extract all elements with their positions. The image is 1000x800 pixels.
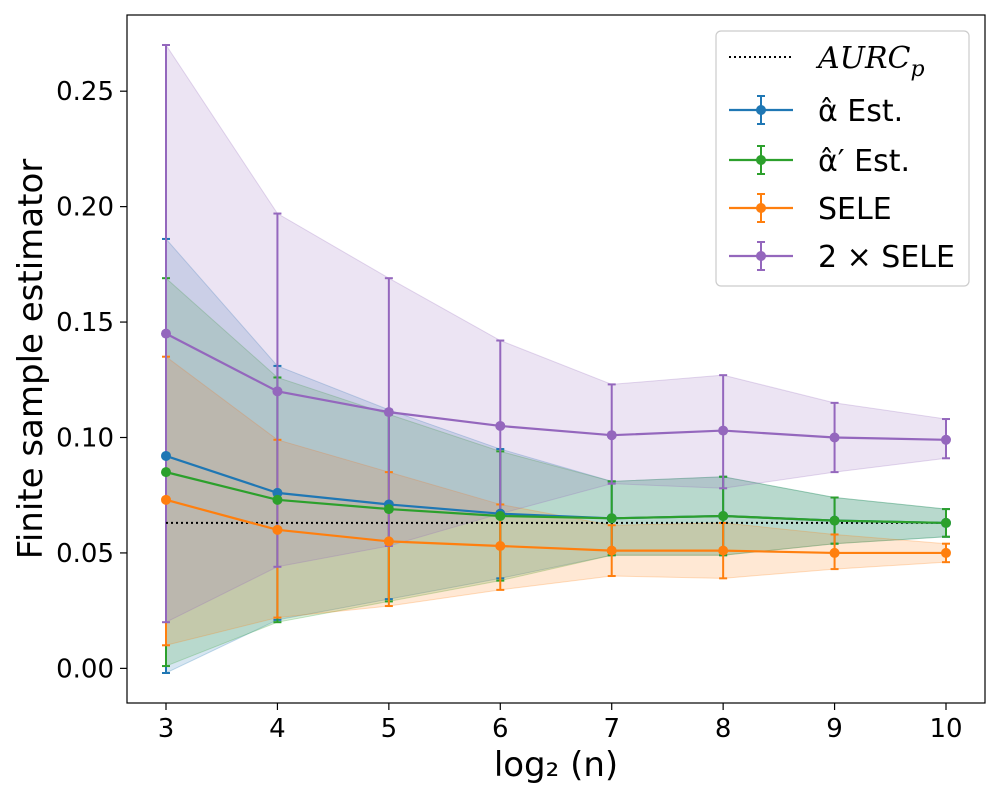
line-series-2 xyxy=(165,498,946,555)
series-points xyxy=(161,328,951,558)
x-tick-label: 3 xyxy=(158,714,175,744)
x-axis-label: log₂ (n) xyxy=(494,745,618,785)
point-series-1-x7 xyxy=(606,513,617,524)
point-series-2-x5 xyxy=(383,536,394,547)
x-tick-label: 8 xyxy=(715,714,732,744)
point-series-3-x7 xyxy=(606,430,617,441)
point-series-3-x10 xyxy=(941,434,951,445)
y-axis: 0.00 0.05 0.10 0.15 0.20 0.25 xyxy=(56,77,127,684)
y-tick-label: 0.00 xyxy=(56,654,114,684)
x-tick-label: 9 xyxy=(826,714,843,744)
y-axis-label: Finite sample estimator xyxy=(11,159,51,560)
point-series-0-x3 xyxy=(161,450,171,461)
point-series-2-x8 xyxy=(718,545,729,556)
legend-marker-point xyxy=(756,251,766,261)
plot-frame xyxy=(126,14,986,704)
legend-label-series-0: α̂ Est. xyxy=(818,94,903,129)
legend: AURCp α̂ Est. α̂′ Est. SELE 2 × SELE xyxy=(715,30,970,287)
point-series-2-x6 xyxy=(495,541,506,552)
point-series-2-x3 xyxy=(161,494,171,505)
point-series-0-x4 xyxy=(272,487,283,498)
x-tick-label: 7 xyxy=(603,714,620,744)
point-series-1-x3 xyxy=(161,467,171,478)
point-series-3-x9 xyxy=(829,432,840,443)
point-series-2-x4 xyxy=(272,524,283,535)
point-series-1-x5 xyxy=(383,504,394,515)
y-tick-label: 0.15 xyxy=(56,308,114,338)
point-series-2-x10 xyxy=(941,547,951,558)
legend-label-series-2: SELE xyxy=(818,192,892,227)
point-series-1-x8 xyxy=(718,510,729,521)
point-series-2-x7 xyxy=(606,545,617,556)
point-series-1-x4 xyxy=(272,494,283,505)
series-lines xyxy=(165,332,947,555)
point-series-2-x9 xyxy=(829,547,840,558)
y-tick-label: 0.20 xyxy=(56,193,114,223)
point-series-1-x9 xyxy=(829,515,840,526)
x-tick-label: 4 xyxy=(269,714,286,744)
point-series-1-x6 xyxy=(495,510,506,521)
y-tick-label: 0.05 xyxy=(56,539,114,569)
x-tick-label: 6 xyxy=(492,714,509,744)
y-tick-label: 0.25 xyxy=(56,77,114,107)
legend-reference-label: AURCp xyxy=(815,41,925,82)
legend-marker-point xyxy=(756,203,766,213)
x-tick-label: 10 xyxy=(929,714,962,744)
y-tick-label: 0.10 xyxy=(56,423,114,453)
x-tick-label: 5 xyxy=(381,714,398,744)
legend-label-series-1: α̂′ Est. xyxy=(818,144,910,179)
point-series-3-x6 xyxy=(495,420,506,431)
line-series-1 xyxy=(165,471,947,525)
legend-label-series-3: 2 × SELE xyxy=(818,240,955,275)
line-series-3 xyxy=(165,332,947,441)
point-series-3-x8 xyxy=(718,425,729,436)
point-series-3-x3 xyxy=(161,328,171,339)
x-axis: 3 4 5 6 7 8 9 10 xyxy=(158,703,963,744)
legend-marker-point xyxy=(756,105,766,115)
legend-box xyxy=(715,30,970,287)
point-series-1-x10 xyxy=(941,517,951,528)
point-series-3-x5 xyxy=(383,407,394,418)
point-series-3-x4 xyxy=(272,386,283,397)
legend-marker-point xyxy=(756,155,766,165)
